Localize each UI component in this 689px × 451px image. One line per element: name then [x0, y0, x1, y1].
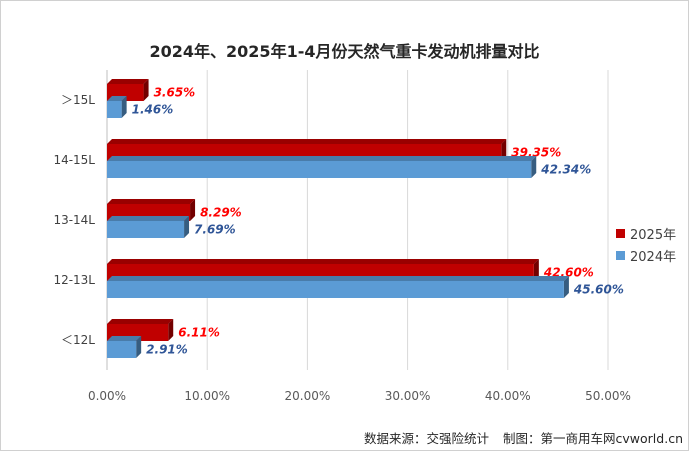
category-label: 12-13L: [53, 273, 95, 287]
chart-title: 2024年、2025年1-4月份天然气重卡发动机排量对比: [149, 42, 540, 61]
bar: [107, 221, 185, 238]
bar-top-face: [107, 319, 174, 324]
bar-side-face: [533, 259, 539, 281]
legend-swatch-2024: [616, 250, 625, 260]
x-tick-label: 50.00%: [585, 389, 631, 403]
bar-top-face: [107, 216, 190, 221]
bar-top-face: [107, 79, 149, 84]
bar-side-face: [136, 336, 142, 358]
bar-top-face: [107, 199, 196, 204]
legend: 2025年 2024年: [616, 222, 676, 266]
legend-item-2024: 2024年: [616, 244, 676, 266]
bar-side-face: [190, 199, 196, 221]
bar-side-face: [501, 139, 507, 161]
bar-top-face: [107, 139, 507, 144]
bar-top-face: [107, 96, 127, 101]
bar-side-face: [531, 156, 537, 178]
x-tick-label: 30.00%: [385, 389, 431, 403]
bar-top-face: [107, 259, 539, 264]
bar-side-face: [121, 96, 127, 118]
legend-item-2025: 2025年: [616, 222, 676, 244]
bar: [107, 341, 137, 358]
data-label: 3.65%: [154, 86, 196, 100]
x-tick-label: 10.00%: [184, 389, 230, 403]
legend-label-2024: 2024年: [630, 249, 677, 265]
bar-side-face: [168, 319, 174, 341]
category-label: 13-14L: [53, 213, 95, 227]
bar: [107, 281, 564, 298]
footer: 数据来源：交强险统计 制图：第一商用车网cvworld.cn: [364, 428, 683, 447]
data-label: 7.69%: [194, 223, 236, 237]
category-label: ＞15L: [61, 93, 95, 107]
data-label: 42.34%: [540, 163, 591, 177]
bar-side-face: [184, 216, 190, 238]
site-name: cvworld.cn: [615, 431, 683, 446]
bar-side-face: [563, 276, 569, 298]
bar-side-face: [143, 79, 149, 101]
data-label: 45.60%: [573, 283, 624, 297]
data-source: 数据来源：交强险统计: [364, 431, 490, 446]
bar-top-face: [107, 156, 537, 161]
bar-top-face: [107, 276, 569, 281]
category-label: ＜12L: [61, 333, 95, 347]
x-tick-label: 20.00%: [285, 389, 331, 403]
legend-label-2025: 2025年: [630, 227, 677, 243]
bar-top-face: [107, 336, 142, 341]
x-tick-label: 40.00%: [485, 389, 531, 403]
data-label: 1.46%: [132, 103, 174, 117]
chart-maker: 制图：第一商用车网: [503, 431, 616, 446]
category-label: 14-15L: [53, 153, 95, 167]
x-tick-label: 0.00%: [88, 389, 126, 403]
bar: [107, 161, 532, 178]
legend-swatch-2025: [616, 228, 625, 238]
data-label: 2.91%: [146, 343, 188, 357]
data-label: 6.11%: [178, 326, 220, 340]
bar: [107, 101, 122, 118]
data-label: 8.29%: [200, 206, 242, 220]
